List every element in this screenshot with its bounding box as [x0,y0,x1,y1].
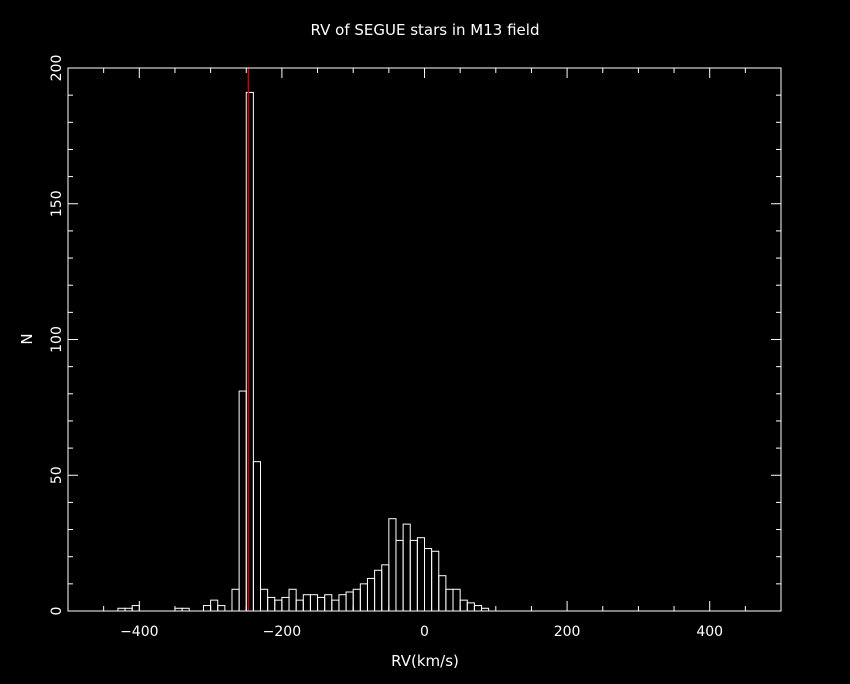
plot-frame [67,67,782,612]
histogram-bar-11 [252,461,262,612]
histogram-bar-32 [402,523,411,612]
x-tick-label: 0 [420,624,429,640]
histogram-bar-18 [302,594,311,612]
histogram-bar-26 [359,583,368,612]
histogram-bar-42 [473,605,483,612]
histogram-bar-22 [331,599,340,612]
histogram-bar-20 [317,596,326,612]
histogram-bar-40 [459,599,468,612]
histogram-bar-15 [281,596,290,612]
histogram-bar-41 [466,602,475,612]
histogram-bar-19 [309,594,319,612]
histogram-bar-17 [295,599,304,612]
histogram-bar-2 [131,605,140,612]
histogram-bar-9 [238,390,247,612]
histogram-bar-37 [438,575,447,612]
histogram-bar-24 [345,591,354,612]
histogram-bar-14 [274,599,283,612]
y-tick-label: 0 [49,607,65,616]
axis-ticks [67,67,782,612]
histogram-bar-30 [388,518,397,612]
histogram-bar-7 [217,605,226,612]
y-tick-label: 100 [49,326,65,353]
histogram-bar-16 [288,588,297,612]
histogram-bar-33 [409,539,418,612]
y-tick-label: 50 [49,466,65,484]
histogram-bar-36 [431,550,440,612]
x-tick-label: −400 [120,624,158,640]
x-tick-label: 200 [554,624,581,640]
x-tick-label: 400 [696,624,723,640]
y-tick-label: 200 [49,55,65,82]
histogram-bar-10 [245,91,254,612]
histogram-bar-6 [210,599,219,612]
chart-title: RV of SEGUE stars in M13 field [311,21,540,39]
histogram-bar-27 [366,577,376,612]
histogram-bar-28 [374,569,383,612]
axis-tick-labels: −400 −200 0 200 400 0 50 100 150 200 [49,55,723,640]
histogram-bar-34 [416,537,425,612]
x-tick-label: −200 [263,624,301,640]
histogram-bar-39 [452,588,461,612]
histogram-bar-23 [338,594,347,612]
y-tick-label: 150 [49,190,65,217]
histogram-bar-38 [445,588,454,612]
histogram-bar-5 [202,605,212,612]
histogram-bar-31 [395,539,404,612]
histogram-bar-25 [352,588,361,612]
y-axis-label: N [18,333,36,344]
histogram-bar-35 [424,548,433,612]
histogram-bar-12 [260,588,269,612]
histogram-bar-8 [231,588,240,612]
histogram-bars [117,91,490,612]
histogram-bar-21 [324,594,333,612]
histogram-bar-29 [381,564,390,612]
histogram-bar-13 [267,596,276,612]
x-axis-label: RV(km/s) [391,652,459,670]
